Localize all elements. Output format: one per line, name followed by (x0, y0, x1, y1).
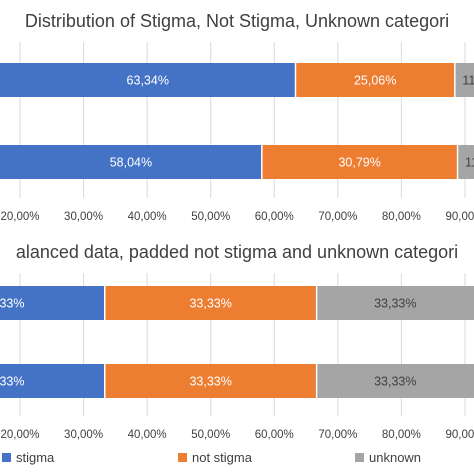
data-label: 33,33% (374, 297, 416, 311)
x-tick-label: 50,00% (191, 429, 230, 441)
data-label: 33% (0, 375, 25, 389)
data-label: 33,33% (189, 375, 231, 389)
chart-panel-bottom: alanced data, padded not stigma and unkn… (0, 242, 474, 441)
bar-segment-stigma (0, 145, 262, 179)
chart-title: alanced data, padded not stigma and unkn… (16, 242, 458, 262)
legend-label: not stigma (192, 450, 253, 465)
x-tick-label: 20,00% (0, 211, 39, 223)
data-label: 63,34% (127, 74, 169, 88)
x-tick-label: 70,00% (318, 211, 357, 223)
legend-swatch-unknown (355, 453, 364, 462)
bar-segment-not-stigma (295, 63, 455, 97)
bar-segment-stigma (0, 63, 296, 97)
x-tick-label: 30,00% (64, 211, 103, 223)
bar-segment-unknown (457, 145, 474, 179)
x-tick-label: 80,00% (382, 429, 421, 441)
legend-label: stigma (16, 450, 55, 465)
data-label: 33,33% (189, 297, 231, 311)
bar-segment-not-stigma (104, 286, 317, 320)
x-tick-label: 60,00% (255, 429, 294, 441)
x-tick-label: 60,00% (255, 211, 294, 223)
data-label: 25,06% (354, 74, 396, 88)
legend: stigma not stigma unknown (2, 450, 421, 465)
bar-segment-stigma (0, 364, 105, 398)
data-label: 33,33% (374, 375, 416, 389)
bar-segment-stigma (0, 286, 105, 320)
legend-label: unknown (369, 450, 421, 465)
data-label: 11 (462, 74, 474, 88)
x-tick-label: 90,00% (445, 211, 474, 223)
x-tick-label: 90,00% (445, 429, 474, 441)
bar-segment-not-stigma (261, 145, 458, 179)
chart-title: Distribution of Stigma, Not Stigma, Unkn… (25, 11, 449, 31)
legend-swatch-stigma (2, 453, 11, 462)
x-tick-label: 20,00% (0, 429, 39, 441)
data-label: 11 (465, 156, 474, 170)
bar-segment-not-stigma (104, 364, 317, 398)
bar-segment-unknown (316, 364, 474, 398)
x-tick-label: 30,00% (64, 429, 103, 441)
bar-segment-unknown (454, 63, 474, 97)
legend-swatch-not-stigma (178, 453, 187, 462)
data-label: 58,04% (110, 156, 152, 170)
x-tick-label: 40,00% (128, 429, 167, 441)
bar-segment-unknown (316, 286, 474, 320)
x-tick-label: 70,00% (318, 429, 357, 441)
x-tick-label: 40,00% (128, 211, 167, 223)
data-label: 33% (0, 297, 25, 311)
x-tick-label: 80,00% (382, 211, 421, 223)
x-tick-label: 50,00% (191, 211, 230, 223)
chart-panel-top: Distribution of Stigma, Not Stigma, Unkn… (0, 11, 474, 223)
data-label: 30,79% (338, 156, 380, 170)
